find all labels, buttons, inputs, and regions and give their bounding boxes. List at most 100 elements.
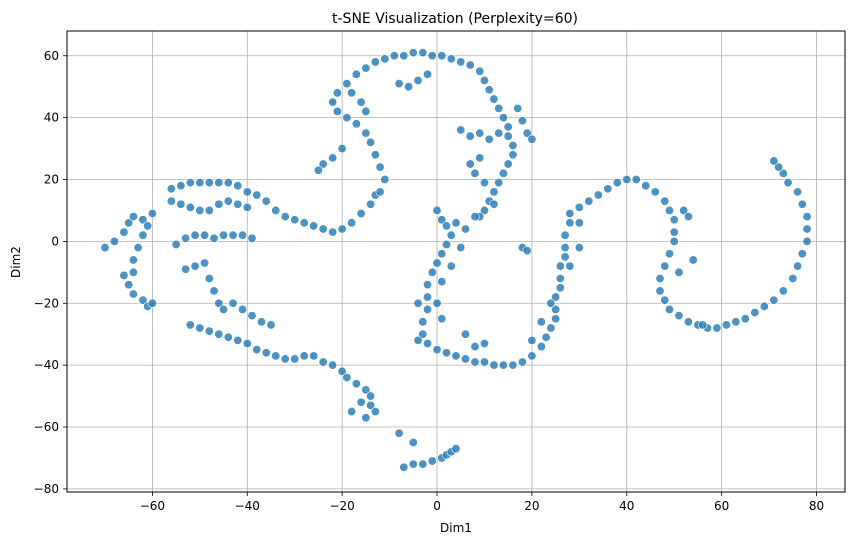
data-point: [342, 373, 352, 383]
data-point: [641, 181, 651, 191]
data-point: [584, 196, 594, 206]
grid-lines: [67, 31, 845, 492]
data-point: [522, 246, 532, 256]
data-point: [517, 116, 527, 126]
data-point: [479, 205, 489, 215]
data-point: [731, 317, 741, 327]
x-tick-label: 0: [433, 499, 441, 513]
data-point: [479, 178, 489, 188]
data-point: [128, 255, 138, 265]
data-point: [489, 199, 499, 209]
data-point: [366, 391, 376, 401]
data-point: [479, 76, 489, 86]
data-point: [238, 230, 248, 240]
data-point: [309, 351, 319, 361]
data-point: [674, 267, 684, 277]
data-point: [138, 215, 148, 225]
data-point: [271, 351, 281, 361]
data-point: [242, 202, 252, 212]
data-point: [209, 233, 219, 243]
data-point: [223, 178, 233, 188]
data-point: [370, 150, 380, 160]
data-point: [380, 175, 390, 185]
data-point: [555, 274, 565, 284]
data-point: [332, 106, 342, 116]
data-point: [138, 295, 148, 305]
data-point: [337, 366, 347, 376]
data-point: [337, 144, 347, 154]
data-point: [228, 230, 238, 240]
data-point: [788, 274, 798, 284]
data-point: [513, 103, 523, 113]
data-point: [318, 224, 328, 234]
data-point: [408, 48, 418, 58]
data-point: [437, 51, 447, 61]
y-axis-label: Dim2: [9, 246, 23, 278]
data-point: [252, 190, 262, 200]
data-point: [503, 159, 513, 169]
data-point: [546, 298, 556, 308]
x-tick-label: 60: [714, 499, 729, 513]
data-point: [166, 184, 176, 194]
x-tick-label: −40: [235, 499, 260, 513]
data-point: [375, 162, 385, 172]
data-point: [351, 119, 361, 129]
data-point: [437, 249, 447, 259]
y-tick-label: 60: [44, 49, 59, 63]
data-point: [185, 202, 195, 212]
data-point: [664, 304, 674, 314]
data-point: [332, 88, 342, 98]
data-point: [399, 51, 409, 61]
data-point: [555, 283, 565, 293]
data-point: [465, 60, 475, 70]
data-point: [427, 267, 437, 277]
data-point: [465, 159, 475, 169]
data-point: [266, 320, 276, 330]
data-point: [356, 209, 366, 219]
data-point: [560, 252, 570, 262]
data-point: [389, 51, 399, 61]
data-point: [413, 76, 423, 86]
data-point: [176, 199, 186, 209]
data-point: [664, 205, 674, 215]
data-point: [128, 289, 138, 299]
data-point: [185, 320, 195, 330]
data-point: [465, 131, 475, 141]
y-axis-ticks: −80 −60 −40 −20 0 20 40 60: [34, 49, 67, 496]
data-point: [460, 224, 470, 234]
data-point: [233, 199, 243, 209]
data-point: [176, 181, 186, 191]
data-point: [740, 314, 750, 324]
data-point: [527, 134, 537, 144]
data-point: [593, 190, 603, 200]
data-point: [769, 295, 779, 305]
data-point: [128, 212, 138, 222]
data-point: [147, 298, 157, 308]
x-axis-ticks: −60 −40 −20 0 20 40 60 80: [140, 492, 824, 513]
data-point: [669, 215, 679, 225]
data-point: [233, 181, 243, 191]
data-point: [460, 354, 470, 364]
data-point: [209, 286, 219, 296]
data-point: [166, 196, 176, 206]
data-point: [366, 137, 376, 147]
data-point: [427, 456, 437, 466]
data-point: [238, 304, 248, 314]
data-point: [442, 221, 452, 231]
data-point: [394, 79, 404, 89]
data-point: [342, 113, 352, 123]
data-point: [479, 357, 489, 367]
data-point: [551, 314, 561, 324]
data-point: [446, 54, 456, 64]
data-point: [432, 205, 442, 215]
data-point: [328, 360, 338, 370]
data-point: [214, 329, 224, 339]
data-point: [508, 150, 518, 160]
data-point: [551, 292, 561, 302]
data-point: [489, 94, 499, 104]
data-point: [195, 205, 205, 215]
data-point: [603, 184, 613, 194]
data-point: [484, 85, 494, 95]
data-point: [778, 168, 788, 178]
